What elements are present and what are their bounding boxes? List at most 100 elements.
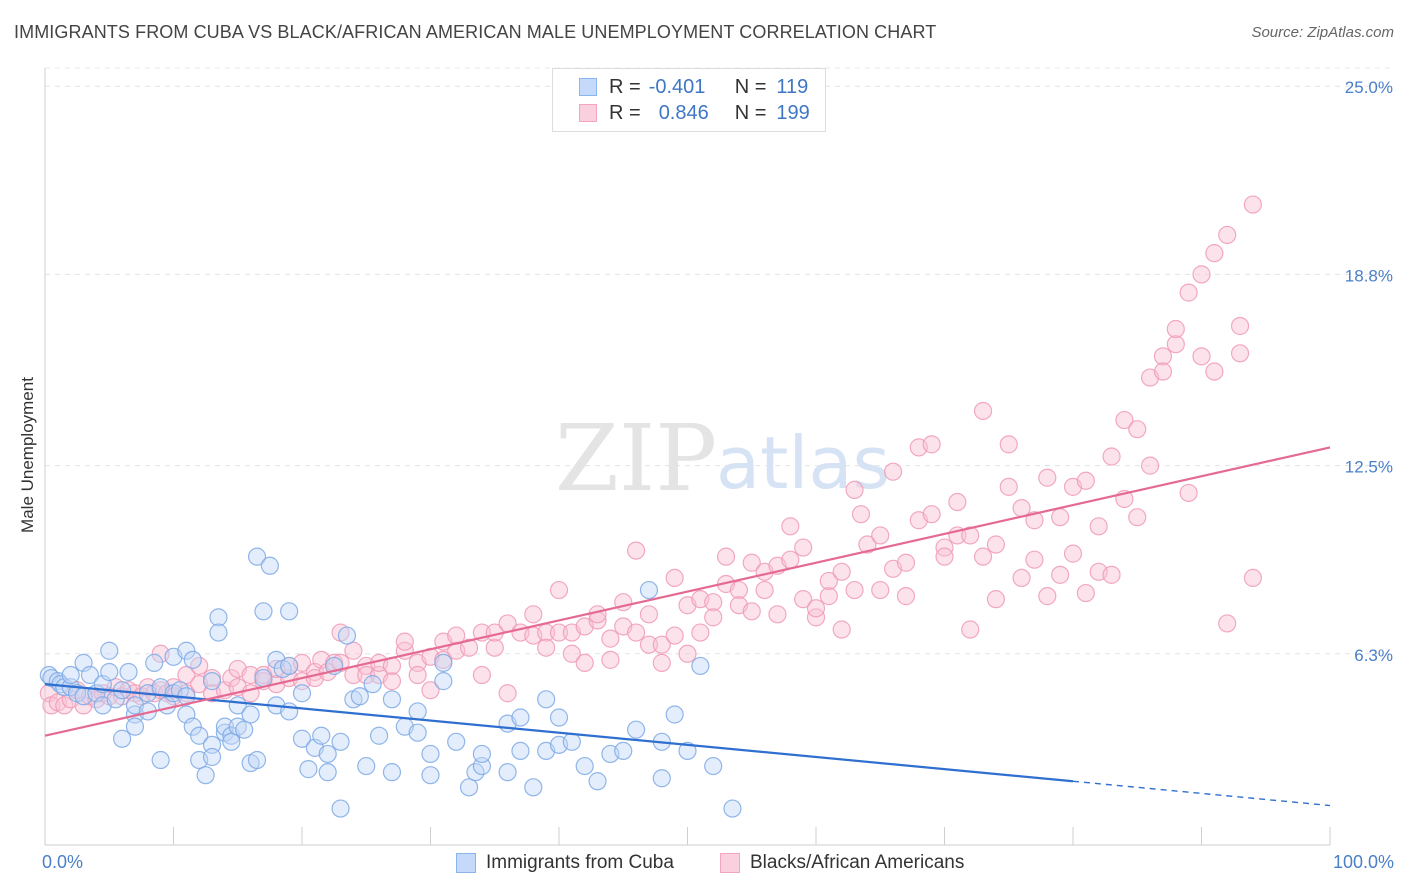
pink-point — [716, 547, 736, 566]
blue-point — [331, 799, 350, 818]
blue-trend-line — [44, 683, 1074, 783]
blue-point — [350, 687, 369, 706]
pink-point — [1038, 587, 1057, 606]
blue-point — [292, 729, 312, 748]
blue-point — [247, 547, 267, 566]
blue-point — [652, 769, 671, 788]
blue-point — [639, 580, 659, 600]
blue-point — [280, 702, 299, 721]
pink-point — [1166, 319, 1185, 339]
blue-point — [312, 726, 331, 745]
axes — [44, 68, 1331, 846]
pink-point — [973, 547, 993, 566]
blue-series-points — [39, 547, 742, 818]
blue-point — [549, 708, 569, 727]
pink-point — [498, 684, 517, 703]
trend-lines — [44, 446, 1331, 807]
bottom-legend-swatch-blue — [456, 853, 476, 873]
pink-point — [1102, 565, 1121, 584]
legend-n-value: 199 — [776, 101, 810, 124]
pink-point — [626, 541, 646, 560]
pink-point — [845, 480, 864, 499]
blue-point — [459, 778, 479, 797]
legend-n-value: 119 — [776, 75, 809, 98]
blue-point — [209, 608, 228, 627]
blue-point — [434, 672, 453, 691]
pink-point — [1115, 410, 1134, 430]
blue-point — [196, 766, 215, 785]
blue-point — [562, 732, 581, 751]
legend-r-label: R = — [609, 101, 641, 124]
pink-point — [485, 638, 504, 657]
pink-point — [549, 580, 569, 600]
pink-point — [459, 638, 479, 657]
pink-point — [1128, 508, 1147, 527]
pink-point — [601, 650, 620, 669]
blue-point — [202, 747, 222, 767]
y-tick-label: 25.0% — [1345, 78, 1393, 97]
blue-point — [235, 720, 254, 739]
blue-point — [183, 650, 202, 669]
pink-point — [537, 638, 556, 657]
blue-point — [357, 756, 376, 776]
blue-point — [292, 684, 312, 703]
pink-point — [742, 553, 761, 572]
pink-point — [665, 626, 684, 645]
chart-title: IMMIGRANTS FROM CUBA VS BLACK/AFRICAN AM… — [14, 22, 937, 42]
blue-trend-extension — [1072, 780, 1331, 807]
pink-point — [704, 593, 723, 612]
pink-point — [1153, 362, 1173, 381]
pink-point — [1140, 456, 1160, 475]
pink-point — [1076, 583, 1095, 603]
blue-point — [370, 726, 389, 745]
blue-point — [524, 778, 543, 797]
blue-point — [241, 705, 260, 724]
blue-point — [614, 741, 633, 761]
blue-point — [511, 741, 530, 761]
pink-point — [652, 635, 671, 654]
pink-point — [1089, 517, 1108, 536]
pink-point — [549, 623, 569, 642]
pink-point — [1243, 195, 1263, 214]
blue-point — [318, 744, 337, 764]
pink-point — [922, 505, 941, 524]
pink-point — [999, 435, 1018, 454]
pink-point — [819, 571, 838, 591]
blue-point — [626, 720, 646, 739]
pink-point — [1230, 344, 1250, 363]
blue-point — [183, 717, 202, 736]
blue-point — [260, 556, 279, 575]
blue-point — [209, 623, 228, 642]
pink-point — [665, 568, 684, 588]
blue-point — [247, 750, 267, 770]
blue-point — [190, 726, 209, 745]
blue-point — [691, 656, 710, 676]
legend-r-value: 0.846 — [658, 101, 709, 124]
pink-point — [1192, 347, 1211, 366]
legend-r-label: R = — [609, 75, 641, 98]
legend-row-pink: R = 0.846 N = 199 — [579, 101, 810, 125]
pink-point — [639, 605, 659, 624]
blue-point — [408, 702, 427, 721]
pink-point — [832, 562, 851, 581]
pink-point — [1012, 568, 1031, 588]
blue-point — [112, 729, 132, 748]
pink-point — [755, 580, 774, 600]
pink-point — [1192, 265, 1211, 284]
pink-point — [1128, 420, 1147, 439]
pink-point — [1025, 550, 1044, 569]
blue-point — [80, 665, 100, 685]
pink-point — [1205, 244, 1224, 263]
pink-point — [1205, 362, 1224, 381]
pink-point — [704, 608, 723, 627]
pink-point — [1218, 225, 1237, 245]
pink-point — [588, 605, 607, 624]
legend-swatch-pink — [579, 104, 597, 122]
pink-point — [1166, 335, 1185, 354]
pink-point — [524, 605, 543, 624]
blue-point — [151, 750, 170, 770]
pink-point — [395, 632, 414, 651]
blue-point — [678, 741, 697, 761]
blue-point — [723, 799, 742, 818]
blue-point — [61, 665, 80, 685]
